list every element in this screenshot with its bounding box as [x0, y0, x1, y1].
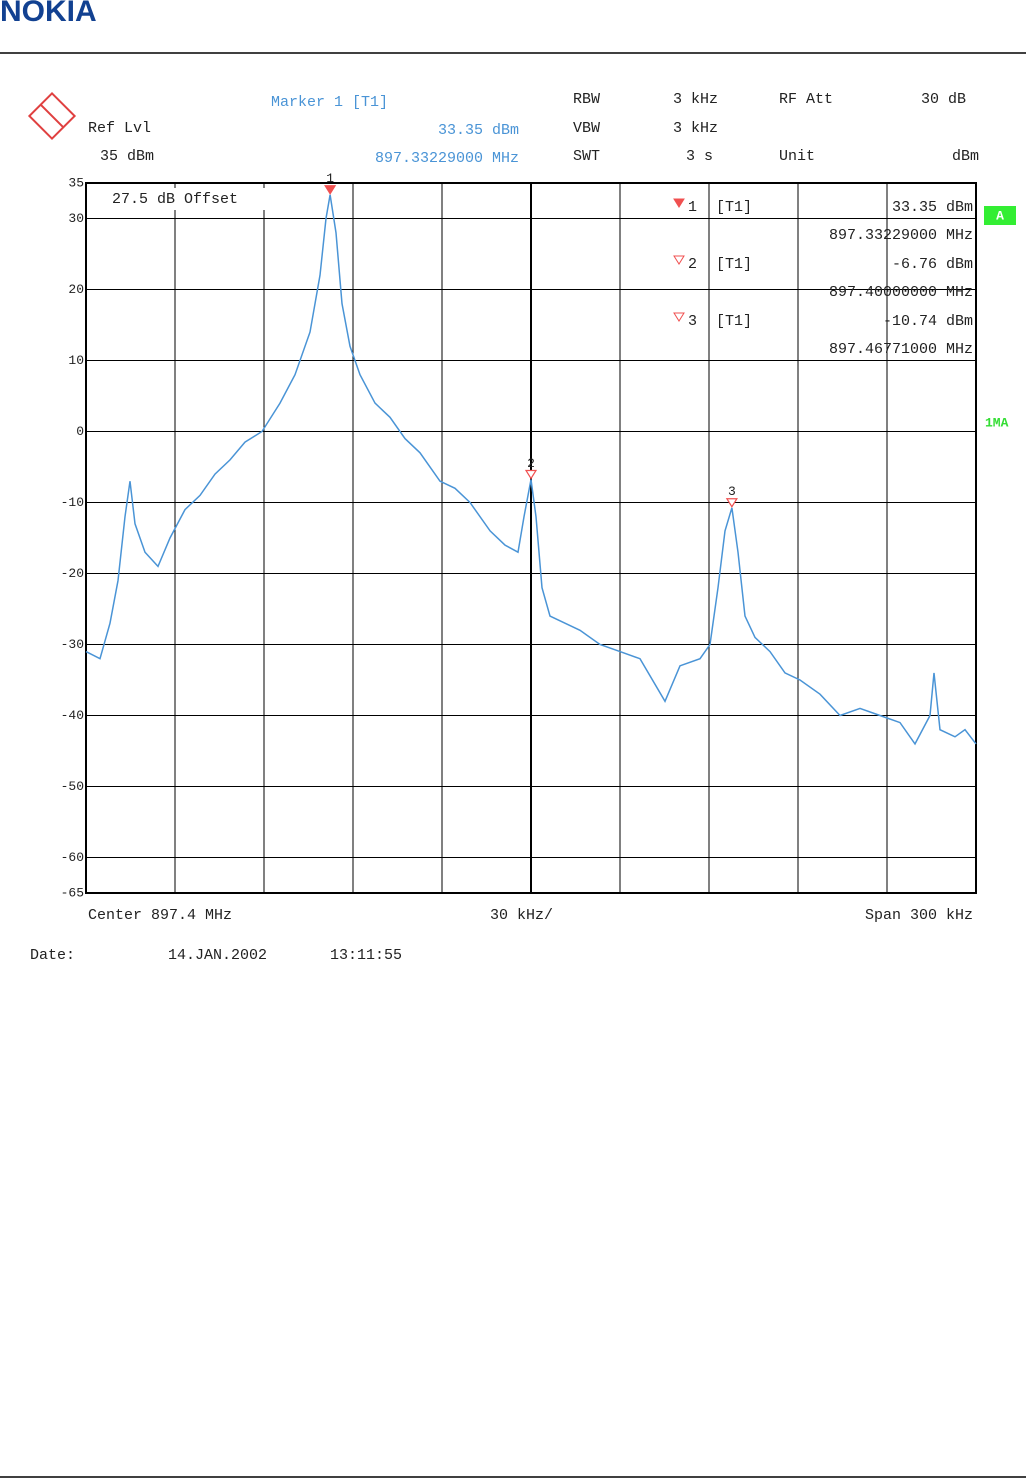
table-frequency: 897.40000000 MHz — [829, 284, 973, 301]
setting-label: Unit — [779, 148, 815, 165]
table-number: 2 — [688, 256, 697, 273]
trace — [85, 194, 977, 746]
plot-frame — [85, 182, 977, 894]
table-frequency: 897.46771000 MHz — [829, 341, 973, 358]
plot: 35 30 20 10 0 -10 -20 -30 -40 -50 -60 -65 27.5 dB Of… — [61, 171, 977, 900]
marker-readout-title: Marker 1 [T1] — [271, 94, 388, 111]
table-symbol — [673, 255, 685, 265]
y-tick-label: -30 — [61, 637, 84, 652]
setting-label: RF Att — [779, 91, 833, 108]
center-label: Center 897.4 MHz — [88, 907, 232, 924]
date-label: Date: — [30, 947, 75, 964]
division-label: 30 kHz/ — [490, 907, 553, 924]
y-tick-label: -20 — [61, 566, 84, 581]
y-tick-label: -65 — [61, 885, 84, 900]
marker-number: 1 — [326, 171, 334, 186]
setting-label: RBW — [573, 91, 600, 108]
table-level: -10.74 dBm — [883, 313, 973, 330]
ref-level-label: Ref Lvl — [88, 120, 151, 137]
ref-level: 35 dBm — [100, 148, 154, 165]
setting-value: 3 kHz — [673, 120, 718, 137]
trace-label: A — [996, 208, 1004, 223]
setting-label: SWT — [573, 148, 600, 165]
y-tick-label: -50 — [61, 779, 84, 794]
setting-value: dBm — [952, 148, 979, 165]
y-tick-label: -10 — [61, 495, 84, 510]
setting-value: 30 dB — [921, 91, 966, 108]
time: 13:11:55 — [330, 947, 402, 964]
table-frequency: 897.33229000 MHz — [829, 227, 973, 244]
offset-box — [104, 188, 292, 210]
y-tick-label: -60 — [61, 850, 84, 865]
table-level: 33.35 dBm — [892, 199, 973, 216]
y-tick-label: 30 — [68, 211, 84, 226]
table-tag: [T1] — [716, 256, 752, 273]
marker-symbol — [524, 469, 538, 480]
setting-label: VBW — [573, 120, 600, 137]
y-tick-label: -40 — [61, 708, 84, 723]
trace-badge — [984, 206, 1016, 225]
date: 14.JAN.2002 — [168, 947, 267, 964]
logo: NOKIA — [0, 0, 97, 28]
table-tag: [T1] — [716, 199, 752, 216]
table-number: 1 — [688, 199, 697, 216]
trace-mode: 1MA — [985, 415, 1009, 430]
y-tick-label: 0 — [76, 424, 84, 439]
setting-value: 3 kHz — [673, 91, 718, 108]
y-tick-label: 35 — [68, 175, 84, 190]
y-tick-label: 20 — [68, 282, 84, 297]
table-symbol — [673, 312, 685, 322]
table-symbol — [673, 198, 685, 208]
marker-number: 3 — [728, 484, 736, 499]
setting-value: 3 s — [686, 148, 713, 165]
table-level: -6.76 dBm — [892, 256, 973, 273]
marker-symbol — [324, 185, 337, 195]
offset-note: 27.5 dB Offset — [112, 191, 238, 208]
span-label: Span 300 kHz — [865, 907, 973, 924]
marker-readout-frequency: 897.33229000 MHz — [375, 150, 519, 167]
marker-symbol — [725, 498, 738, 508]
y-tick-label: 10 — [68, 353, 84, 368]
marker-number: 2 — [527, 456, 535, 471]
table-number: 3 — [688, 313, 697, 330]
rs-logo — [27, 91, 77, 141]
table-tag: [T1] — [716, 313, 752, 330]
marker-readout-level: 33.35 dBm — [438, 122, 519, 139]
